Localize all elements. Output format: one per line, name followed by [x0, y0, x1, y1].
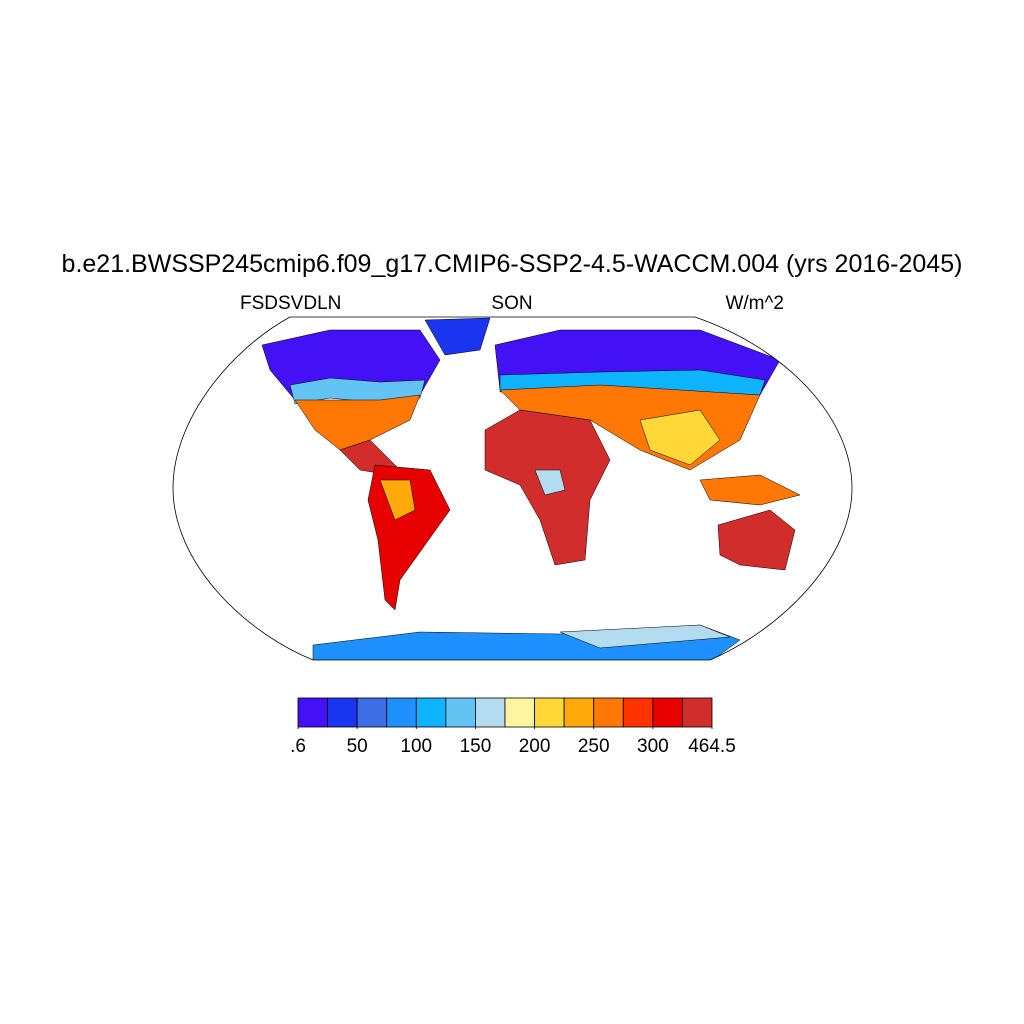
colorbar-box — [415, 697, 447, 728]
land-region — [699, 474, 801, 506]
colorbar-label: 464.5 — [688, 736, 736, 757]
colorbar-box — [327, 697, 358, 728]
land-region — [534, 469, 566, 496]
colorbar-box — [445, 697, 476, 728]
colorbar: .6 50 100 150 200 250 300 464.5 — [290, 697, 736, 757]
colorbar-label: .6 — [290, 736, 306, 757]
colorbar-box — [504, 697, 535, 728]
colorbar-box — [534, 697, 565, 728]
colorbar-box — [682, 697, 713, 728]
colorbar-label: 300 — [637, 736, 669, 757]
colorbar-box — [652, 697, 683, 728]
colorbar-label: 150 — [460, 736, 492, 757]
land-region — [294, 394, 421, 451]
colorbar-box — [593, 697, 624, 728]
colorbar-box — [386, 697, 417, 728]
center-subtitle: SON — [491, 293, 532, 314]
map-outline — [172, 316, 853, 661]
colorbar-label: 200 — [519, 736, 551, 757]
land-field — [261, 317, 801, 660]
land-region — [639, 409, 721, 466]
colorbar-box — [356, 697, 388, 728]
colorbar-box — [297, 697, 328, 728]
land-region — [424, 317, 491, 356]
land-region — [379, 479, 416, 521]
left-subtitle: FSDSVDLN — [240, 293, 341, 314]
right-subtitle: W/m^2 — [725, 293, 784, 314]
colorbar-box — [475, 697, 506, 728]
plot-title: b.e21.BWSSP245cmip6.f09_g17.CMIP6-SSP2-4… — [62, 250, 963, 278]
colorbar-label: 50 — [347, 736, 368, 757]
colorbar-box — [622, 697, 654, 728]
colorbar-box — [563, 697, 595, 728]
land-region — [717, 509, 796, 571]
land-region — [559, 624, 731, 649]
colorbar-label: 250 — [578, 736, 610, 757]
colorbar-label: 100 — [400, 736, 432, 757]
